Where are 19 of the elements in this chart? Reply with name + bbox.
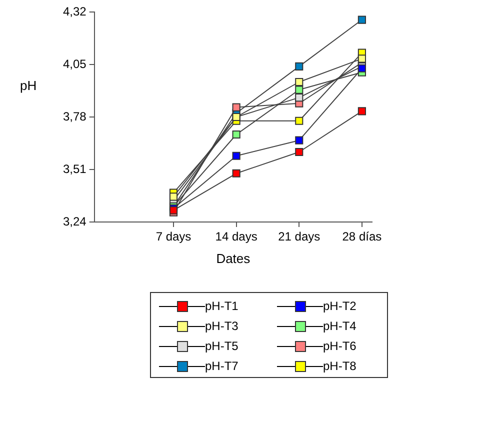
x-tick-label: 28 días <box>342 230 382 244</box>
legend-label: pH-T8 <box>323 359 356 373</box>
legend-label: pH-T2 <box>323 299 356 313</box>
legend-label: pH-T4 <box>323 319 356 333</box>
legend-label: pH-T5 <box>205 339 238 353</box>
y-axis-title: pH <box>20 78 37 93</box>
y-tick-label: 4,05 <box>62 56 87 71</box>
y-tick-label: 3,78 <box>62 109 87 124</box>
y-tick-label: 3,51 <box>62 162 87 176</box>
y-tick-label: 4,32 <box>62 4 87 18</box>
x-tick-label: 21 days <box>278 230 320 244</box>
legend-label: pH-T6 <box>323 339 356 353</box>
legend-label: pH-T7 <box>205 359 238 373</box>
x-axis-title: Dates <box>216 250 251 266</box>
x-tick-label: 7 days <box>156 230 192 244</box>
legend-label: pH-T1 <box>205 299 238 313</box>
legend-label: pH-T3 <box>205 319 238 333</box>
x-tick-label: 14 days <box>215 230 258 244</box>
y-tick-label: 3,24 <box>62 214 87 228</box>
